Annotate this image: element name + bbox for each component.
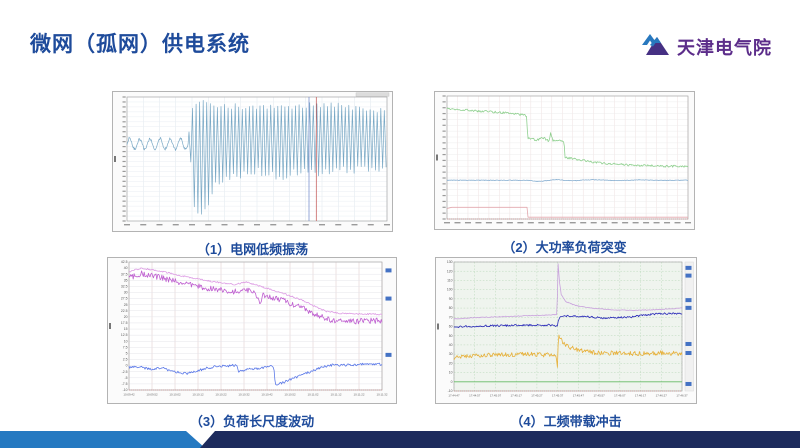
svg-text:130: 130 (447, 260, 453, 264)
svg-text:90: 90 (449, 297, 453, 301)
svg-text:40: 40 (449, 343, 453, 347)
svg-text:20: 20 (124, 315, 128, 319)
svg-text:100: 100 (447, 288, 453, 292)
svg-text:37.5: 37.5 (121, 272, 128, 276)
svg-text:10:11:32: 10:11:32 (376, 393, 387, 397)
logo-text: 天津电气院 (677, 37, 772, 58)
svg-text:17:46:27: 17:46:27 (656, 394, 668, 398)
svg-text:17:45:57: 17:45:57 (593, 394, 605, 398)
svg-text:17:45:47: 17:45:47 (573, 394, 585, 398)
svg-text:10:10:02: 10:10:02 (169, 393, 181, 397)
svg-text:17:45:37: 17:45:37 (552, 394, 564, 398)
svg-text:-10: -10 (448, 389, 453, 393)
svg-text:12.5: 12.5 (121, 333, 128, 337)
page-title: 微网（孤网）供电系统 (30, 33, 250, 56)
svg-text:0: 0 (126, 364, 128, 368)
svg-text:60: 60 (449, 325, 453, 329)
chart-long-timescale-load-fluctuation: 42.5 40 37.5 35 32.5 30 27.5 25 22.5 20 17.5 15 12.5… (107, 257, 397, 404)
figure-caption-1: （1）电网低频振荡 (196, 242, 309, 257)
svg-text:42.5: 42.5 (121, 260, 128, 264)
svg-text:10:11:12: 10:11:12 (330, 393, 341, 397)
svg-text:80: 80 (449, 306, 453, 310)
figure-grid-low-frequency-oscillation: （1）电网低频振荡 (112, 91, 393, 258)
svg-text:35: 35 (124, 278, 128, 282)
figure-caption-4: （4）工频带载冲击 (510, 414, 622, 429)
svg-text:17:44:57: 17:44:57 (469, 394, 481, 398)
svg-text:0: 0 (451, 380, 453, 384)
svg-text:-10: -10 (123, 388, 128, 392)
svg-text:10:10:52: 10:10:52 (284, 393, 296, 397)
svg-text:10:10:42: 10:10:42 (261, 393, 273, 397)
footer-bar (0, 431, 800, 448)
mountain-logo-icon (641, 31, 671, 62)
svg-text:7.5: 7.5 (123, 345, 128, 349)
svg-text:-5: -5 (124, 376, 127, 380)
svg-text:17:46:17: 17:46:17 (635, 394, 647, 398)
svg-text:17.5: 17.5 (121, 321, 128, 325)
svg-text:30: 30 (449, 352, 453, 356)
svg-text:50: 50 (449, 334, 453, 338)
svg-text:10: 10 (449, 371, 453, 375)
svg-text:10:10:12: 10:10:12 (192, 393, 204, 397)
svg-text:30: 30 (124, 291, 128, 295)
svg-text:17:44:47: 17:44:47 (448, 394, 460, 398)
svg-text:32.5: 32.5 (121, 284, 128, 288)
svg-text:10:11:02: 10:11:02 (307, 393, 318, 397)
svg-text:10:11:22: 10:11:22 (353, 393, 364, 397)
company-logo: 天津电气院 (641, 31, 772, 62)
svg-text:17:45:17: 17:45:17 (511, 394, 523, 398)
svg-text:10:10:32: 10:10:32 (238, 393, 250, 397)
figure-caption-3: （3）负荷长尺度波动 (189, 414, 315, 429)
svg-text:10:09:42: 10:09:42 (123, 393, 135, 397)
chart-grid-low-frequency-oscillation (112, 91, 393, 232)
svg-text:17:46:07: 17:46:07 (614, 394, 626, 398)
svg-text:120: 120 (447, 269, 453, 273)
svg-text:22.5: 22.5 (121, 309, 128, 313)
svg-text:-2.5: -2.5 (122, 370, 128, 374)
svg-text:70: 70 (449, 315, 453, 319)
svg-text:-7.5: -7.5 (122, 382, 128, 386)
svg-text:110: 110 (447, 279, 453, 283)
chart-power-frequency-load-impact: 130 120 110 100 90 80 70 60 50 40 30 20 10 0 -10 17:44:… (435, 257, 697, 404)
footer-dark-navy-segment (200, 431, 800, 448)
chart-high-power-load-step (434, 91, 695, 230)
svg-text:40: 40 (124, 266, 128, 270)
svg-text:2.5: 2.5 (123, 358, 128, 362)
figure-power-frequency-load-impact: 130 120 110 100 90 80 70 60 50 40 30 20 10 0 -10 17:44:… (435, 257, 697, 430)
svg-text:27.5: 27.5 (121, 297, 128, 301)
svg-text:25: 25 (124, 303, 128, 307)
figure-caption-2: （2）大功率负荷突变 (502, 240, 627, 255)
svg-text:10:10:22: 10:10:22 (215, 393, 227, 397)
svg-text:5: 5 (126, 352, 128, 356)
footer-light-blue-segment (0, 431, 205, 448)
svg-text:17:45:07: 17:45:07 (490, 394, 502, 398)
svg-text:17:46:37: 17:46:37 (676, 394, 688, 398)
svg-text:17:45:27: 17:45:27 (531, 394, 543, 398)
figure-high-power-load-step: （2）大功率负荷突变 (434, 91, 695, 256)
svg-text:10: 10 (124, 339, 128, 343)
figure-long-timescale-load-fluctuation: 42.5 40 37.5 35 32.5 30 27.5 25 22.5 20 17.5 15 12.5… (107, 257, 397, 430)
svg-text:15: 15 (124, 327, 128, 331)
svg-text:10:09:52: 10:09:52 (146, 393, 158, 397)
svg-text:20: 20 (449, 361, 453, 365)
